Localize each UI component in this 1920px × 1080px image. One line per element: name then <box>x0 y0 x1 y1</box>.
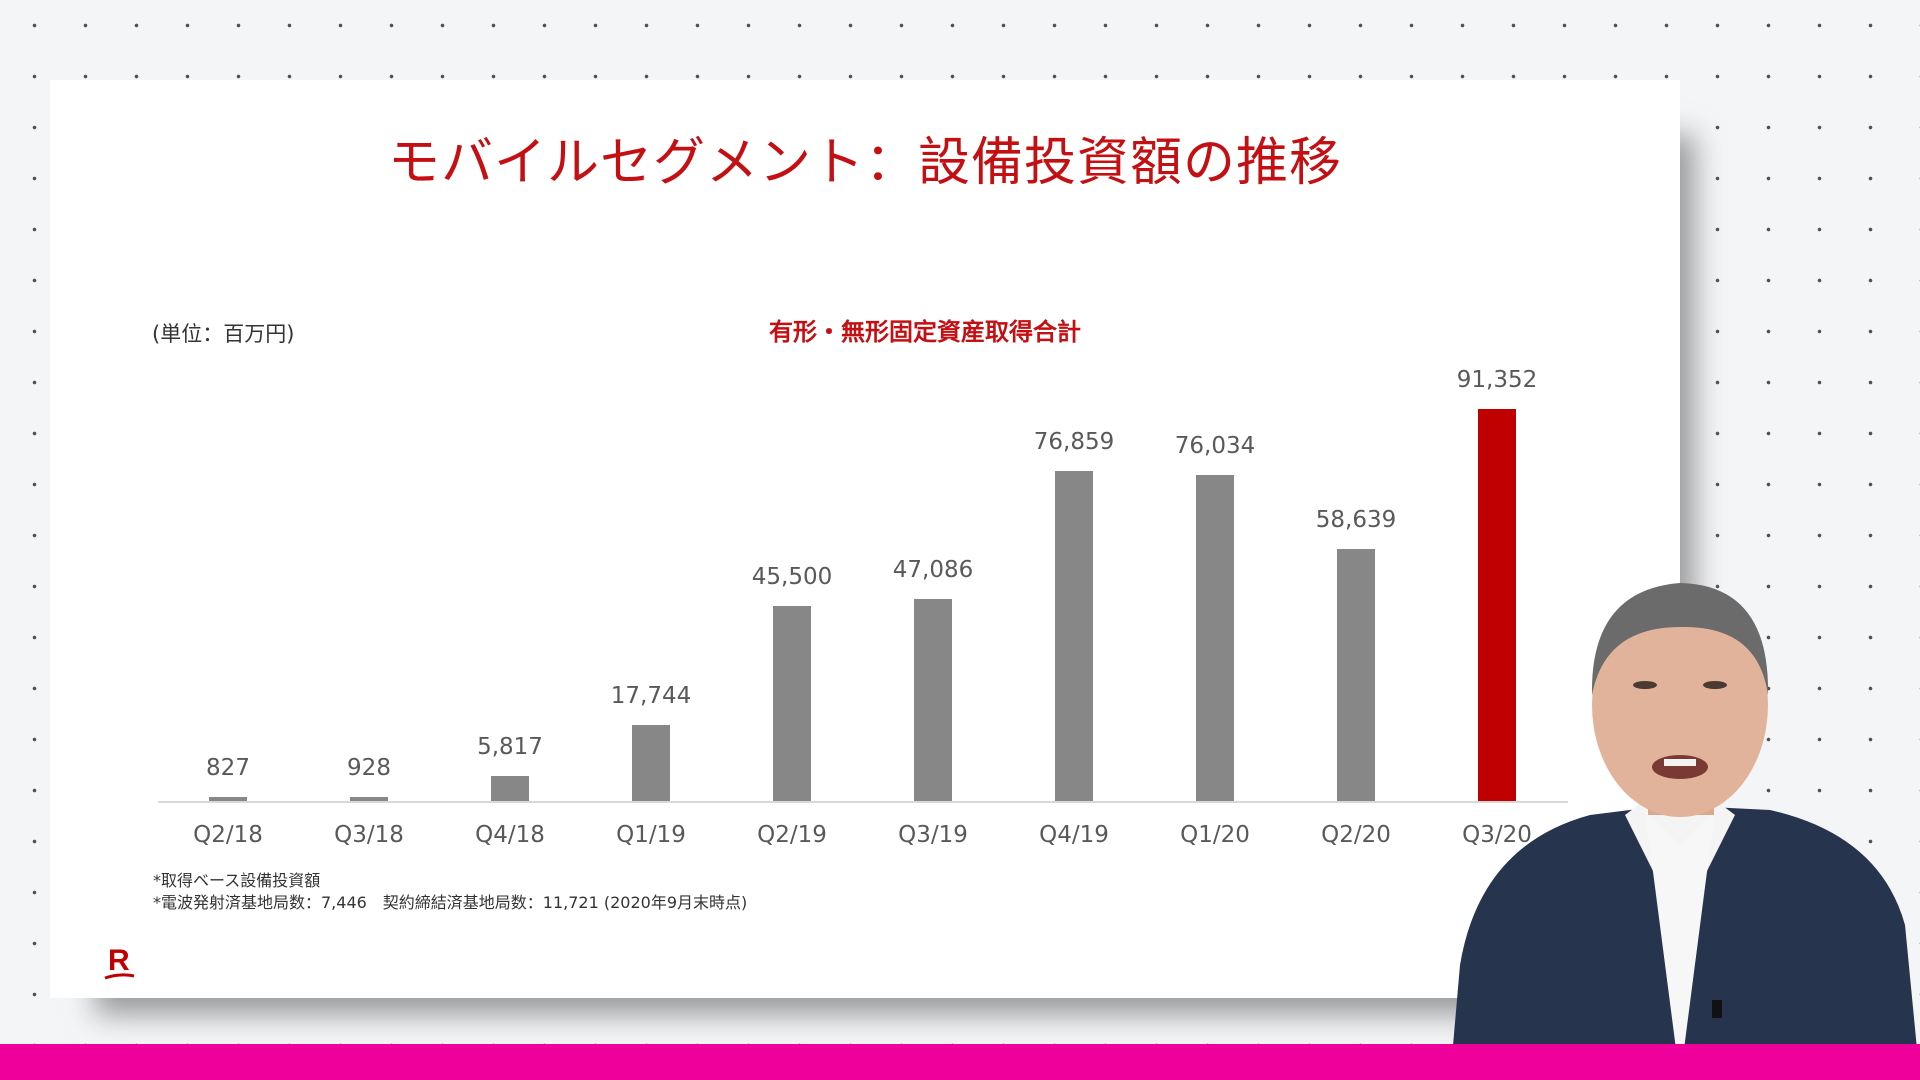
data-label: 76,034 <box>1174 432 1256 459</box>
bar-q4-19 <box>1055 471 1093 801</box>
bar-q2-19 <box>773 605 811 801</box>
x-tick-label: Q3/20 <box>1462 822 1532 848</box>
data-label: 45,500 <box>751 563 833 590</box>
bar-q3-18 <box>350 797 388 801</box>
slide-title: モバイルセグメント：設備投資額の推移 <box>387 133 1342 193</box>
rakuten-logo-icon: R <box>104 944 135 980</box>
data-label: 47,086 <box>892 556 974 583</box>
bar-q1-19 <box>632 724 670 801</box>
data-label: 76,859 <box>1033 429 1115 456</box>
presenter-video <box>1450 583 1920 1080</box>
slide: モバイルセグメント：設備投資額の推移 (単位：百万円) 有形・無形固定資産取得合… <box>50 80 1680 998</box>
footnote: *取得ベース設備投資額 <box>153 871 321 890</box>
bar-q2-18 <box>209 797 247 801</box>
x-axis-line <box>158 801 1568 803</box>
x-tick-label: Q4/18 <box>475 822 545 848</box>
bar-q3-20 <box>1478 409 1516 801</box>
bar-q2-20 <box>1337 549 1375 801</box>
chart-subtitle: 有形・無形固定資産取得合計 <box>769 318 1081 346</box>
data-label: 5,817 <box>477 734 543 761</box>
x-tick-label: Q2/19 <box>757 822 827 848</box>
x-tick-label: Q3/19 <box>898 822 968 848</box>
data-label: 91,352 <box>1456 367 1538 393</box>
x-tick-label: Q3/18 <box>334 822 404 848</box>
data-label: 17,744 <box>610 682 692 709</box>
bottom-brand-band <box>0 1044 1920 1080</box>
unit-label: (単位：百万円) <box>152 322 295 346</box>
x-tick-label: Q1/19 <box>616 822 686 848</box>
x-tick-label: Q1/20 <box>1180 822 1250 848</box>
x-tick-label: Q2/18 <box>193 822 263 848</box>
footnote: *電波発射済基地局数：7,446 契約締結済基地局数：11,721 (2020年… <box>153 893 748 912</box>
x-tick-label: Q2/20 <box>1321 822 1391 848</box>
bar-q3-19 <box>914 598 952 801</box>
footnotes: *取得ベース設備投資額 *電波発射済基地局数：7,446 契約締結済基地局数：1… <box>153 870 747 914</box>
data-label: 58,639 <box>1315 507 1397 534</box>
svg-text:R: R <box>108 944 130 977</box>
bar-q1-20 <box>1196 474 1234 801</box>
data-label: 928 <box>347 755 391 782</box>
x-tick-label: Q4/19 <box>1039 822 1109 848</box>
data-label: 827 <box>206 755 250 782</box>
bar-q4-18 <box>491 776 529 801</box>
